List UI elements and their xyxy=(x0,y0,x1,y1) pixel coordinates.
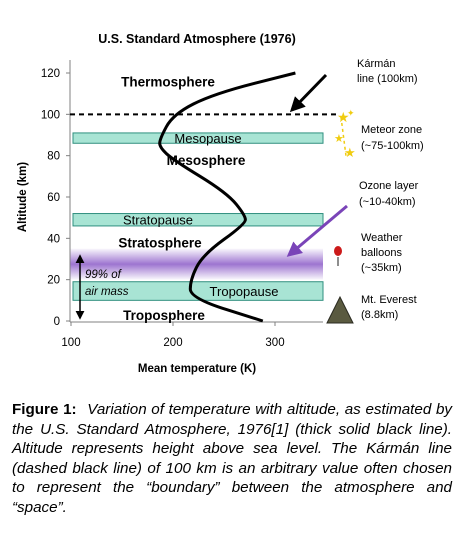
chart-title: U.S. Standard Atmosphere (1976) xyxy=(98,32,296,46)
karman-annotation: Kármán line (100km) xyxy=(289,58,418,113)
meteor-label-2: (~75-100km) xyxy=(361,140,424,152)
y-tick-label: 100 xyxy=(41,109,60,121)
temperature-curve xyxy=(158,71,296,323)
band-tropopause xyxy=(72,281,324,301)
balloon-label-3: (~35km) xyxy=(361,262,402,274)
caption-body: Variation of temperature with altitude, … xyxy=(12,401,452,516)
y-tick-label: 0 xyxy=(54,316,60,328)
y-tick-label: 120 xyxy=(41,68,60,80)
band-stratopause xyxy=(72,213,324,227)
air-mass-line-2: air mass xyxy=(85,286,129,298)
meteor-label-1: Meteor zone xyxy=(361,124,422,136)
y-tick-label: 40 xyxy=(47,233,60,245)
band-label-stratopause: Stratopause xyxy=(123,213,193,228)
air-mass-line-1: 99% of xyxy=(85,269,123,281)
band-label-tropopause: Tropopause xyxy=(210,284,279,299)
everest-label-1: Mt. Everest xyxy=(361,294,417,306)
everest-label-2: (8.8km) xyxy=(361,309,398,321)
atmosphere-chart: U.S. Standard Atmosphere (1976) 0 20 40 60 8… xyxy=(17,32,424,375)
star-icon: ★ xyxy=(334,133,344,145)
y-tick-label: 80 xyxy=(47,151,60,163)
layer-label-troposphere: Troposphere xyxy=(123,308,205,323)
ozone-label-1: Ozone layer xyxy=(359,180,419,192)
axes-layer: 0 20 40 60 80 100 120 100 200 300 Mean temperature… xyxy=(17,60,323,375)
air-mass-marker: 99% of air mass xyxy=(75,254,129,320)
balloon-annotation: Weather balloons (~35km) xyxy=(334,232,403,274)
y-axis-label: Altitude (km) xyxy=(17,162,29,232)
meteor-annotation: ★ ✦ ★ ★ Meteor zone (~75-100km) xyxy=(334,108,424,160)
layer-label-stratosphere: Stratosphere xyxy=(118,235,202,250)
caption-lead: Figure 1: xyxy=(12,401,77,418)
band-mesopause xyxy=(72,132,324,144)
balloon-icon xyxy=(334,246,342,256)
bands-layer xyxy=(70,132,324,301)
karman-label-2: line (100km) xyxy=(357,73,418,85)
x-tick-label: 100 xyxy=(61,337,80,349)
everest-annotation: Mt. Everest (8.8km) xyxy=(326,294,417,324)
star-icon: ★ xyxy=(344,145,356,160)
x-tick-label: 200 xyxy=(163,337,182,349)
layer-label-mesosphere: Mesosphere xyxy=(167,153,246,168)
band-label-mesopause: Mesopause xyxy=(174,131,241,146)
figure-caption: Figure 1: Variation of temperature with … xyxy=(12,400,452,517)
ozone-label-2: (~10-40km) xyxy=(359,196,416,208)
ozone-annotation: Ozone layer (~10-40km) xyxy=(286,180,419,257)
star-icon: ✦ xyxy=(347,108,355,118)
y-tick-label: 60 xyxy=(47,192,60,204)
mountain-icon xyxy=(326,295,354,324)
x-tick-label: 300 xyxy=(265,337,284,349)
layer-labels: Mesopause Stratopause Tropopause Thermosphe… xyxy=(118,74,278,323)
x-axis-label: Mean temperature (K) xyxy=(138,363,256,375)
y-tick-label: 20 xyxy=(47,275,60,287)
star-icon: ★ xyxy=(337,109,350,125)
balloon-label-2: balloons xyxy=(361,247,402,259)
karman-label-1: Kármán xyxy=(357,58,396,70)
layer-label-thermosphere: Thermosphere xyxy=(121,74,215,89)
balloon-label-1: Weather xyxy=(361,232,403,244)
